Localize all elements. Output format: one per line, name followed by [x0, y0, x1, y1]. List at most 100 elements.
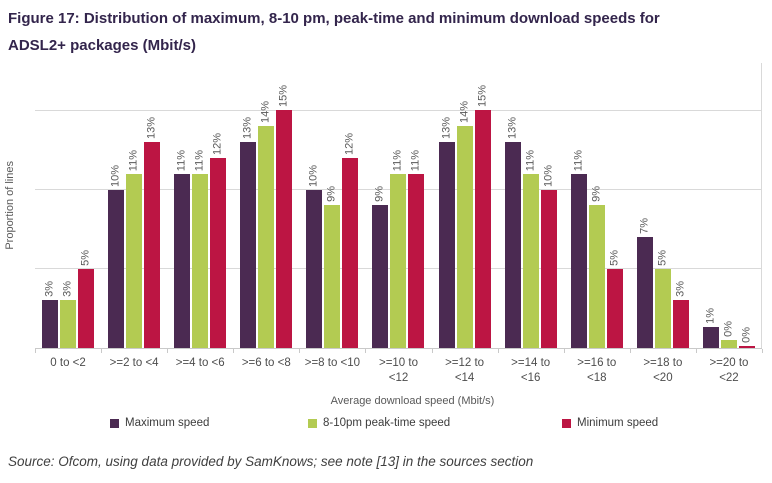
bar: 10% [540, 165, 557, 348]
bar-value-label: 9% [373, 186, 386, 202]
x-tick-label-line: >=14 to [511, 357, 551, 369]
bar: 11% [570, 150, 587, 348]
bar-group-9: 11% 9% 5% [564, 63, 630, 348]
bar-value-label: 1% [704, 308, 717, 324]
figure-title-line-1: Figure 17: Distribution of maximum, 8-10… [8, 10, 660, 27]
bar: 5% [78, 250, 95, 348]
legend-item: Maximum speed [110, 417, 209, 429]
x-axis-tick-mark [101, 349, 102, 353]
bar-value-label: 10% [542, 164, 555, 187]
legend-label: Minimum speed [577, 417, 659, 429]
bar-group-6: 9% 11% 11% [365, 63, 431, 348]
x-tick-label-line: <14 [454, 372, 475, 384]
x-tick-label-line: <20 [653, 372, 673, 384]
bar: 9% [588, 186, 605, 348]
bar-value-label: 11% [409, 149, 422, 171]
bar-value-label: 11% [391, 149, 404, 171]
y-axis-title: Proportion of lines [4, 63, 16, 348]
bar: 13% [504, 117, 521, 348]
x-tick-label-line: <18 [587, 372, 607, 384]
x-tick-label: >=14 to <16 [498, 356, 564, 386]
figure-title-line-2: ADSL2+ packages (Mbit/s) [8, 37, 196, 54]
bar: 9% [324, 186, 341, 348]
x-axis-tick-mark [233, 349, 234, 353]
y-axis-title-text: Proportion of lines [4, 161, 16, 250]
bar-group-3: 11% 11% 12% [167, 63, 233, 348]
x-axis-tick-mark [696, 349, 697, 353]
bar: 1% [702, 308, 719, 348]
x-tick-label: >=16 to <18 [564, 356, 630, 386]
bar-value-label: 11% [572, 149, 585, 171]
bar-value-label: 0% [740, 327, 753, 343]
x-tick-label-line: >=4 to <6 [175, 357, 225, 369]
bar-value-label: 3% [43, 281, 56, 297]
bar-value-label: 13% [145, 116, 158, 139]
bar-value-label: 11% [193, 149, 206, 171]
x-tick-label-line: <12 [388, 372, 409, 384]
x-tick-label-line: >=2 to <4 [109, 357, 159, 369]
bar-value-label: 10% [109, 164, 122, 187]
x-axis-tick-mark [365, 349, 366, 353]
bar-value-label: 3% [61, 281, 74, 297]
bar-value-label: 11% [175, 149, 188, 171]
bar-value-label: 13% [440, 116, 453, 139]
legend-item: Minimum speed [562, 417, 658, 429]
legend-swatch-icon [308, 418, 317, 428]
bar: 0% [738, 327, 755, 348]
plot-area: 3% 3% 5% 10% 11% 13% 11% 11% 12% 13% 14% 15% 10% 9% 12… [35, 63, 763, 353]
bar-value-label: 12% [343, 132, 356, 155]
x-axis-tick-mark [564, 349, 565, 353]
bar-group-10: 7% 5% 3% [630, 63, 696, 348]
bar: 7% [636, 218, 653, 348]
figure-title: Figure 17: Distribution of maximum, 8-10… [8, 5, 764, 59]
x-axis-tick-mark [498, 349, 499, 353]
bar: 11% [390, 150, 407, 348]
source-note: Source: Ofcom, using data provided by Sa… [8, 454, 534, 469]
bar: 9% [372, 186, 389, 348]
x-axis-tick-mark [35, 349, 36, 353]
bar-group-1: 3% 3% 5% [35, 63, 101, 348]
bar: 15% [276, 85, 293, 348]
bar: 14% [456, 101, 473, 348]
legend: Maximum speed 8-10pm peak-time speed Minim… [0, 417, 772, 433]
bar-value-label: 11% [127, 149, 140, 171]
bar: 5% [654, 250, 671, 348]
bar-value-label: 7% [638, 218, 651, 234]
x-tick-label: >=2 to <4 [101, 356, 167, 371]
bar: 13% [144, 117, 161, 348]
x-tick-label-line: >=8 to <10 [304, 357, 361, 369]
bar: 14% [258, 101, 275, 348]
bar: 13% [240, 117, 257, 348]
x-tick-label: >=20 to <22 [696, 356, 762, 386]
x-tick-label-line: >=18 to [643, 357, 683, 369]
x-tick-label-line: <16 [520, 372, 541, 384]
x-axis-tick-mark [630, 349, 631, 353]
bar: 11% [126, 150, 143, 348]
bar: 13% [438, 117, 455, 348]
bar-value-label: 15% [277, 84, 290, 107]
plot-right-border [761, 63, 762, 348]
x-tick-label: 0 to <2 [35, 356, 101, 371]
bar: 3% [42, 281, 59, 348]
bar-value-label: 5% [608, 250, 621, 266]
bar-group-5: 10% 9% 12% [299, 63, 365, 348]
x-tick-label-line: 0 to <2 [50, 357, 86, 369]
bar-value-label: 12% [211, 132, 224, 155]
x-tick-label-line: >=20 to [709, 357, 749, 369]
bar: 11% [408, 150, 425, 348]
legend-swatch-icon [110, 418, 119, 428]
x-axis-title: Average download speed (Mbit/s) [330, 395, 495, 407]
x-tick-label: >=12 to <14 [432, 356, 498, 386]
x-tick-label: >=4 to <6 [167, 356, 233, 371]
legend-label: Maximum speed [125, 417, 210, 429]
bar-group-8: 13% 11% 10% [498, 63, 564, 348]
bar-value-label: 15% [476, 84, 489, 107]
bar-value-label: 3% [674, 281, 687, 297]
x-axis-tick-mark [167, 349, 168, 353]
bar-value-label: 10% [307, 164, 320, 187]
x-tick-label: >=10 to <12 [365, 356, 431, 386]
bar-value-label: 13% [241, 116, 254, 139]
bar-value-label: 9% [325, 186, 338, 202]
bar-value-label: 9% [590, 186, 603, 202]
x-tick-label: >=18 to <20 [630, 356, 696, 386]
